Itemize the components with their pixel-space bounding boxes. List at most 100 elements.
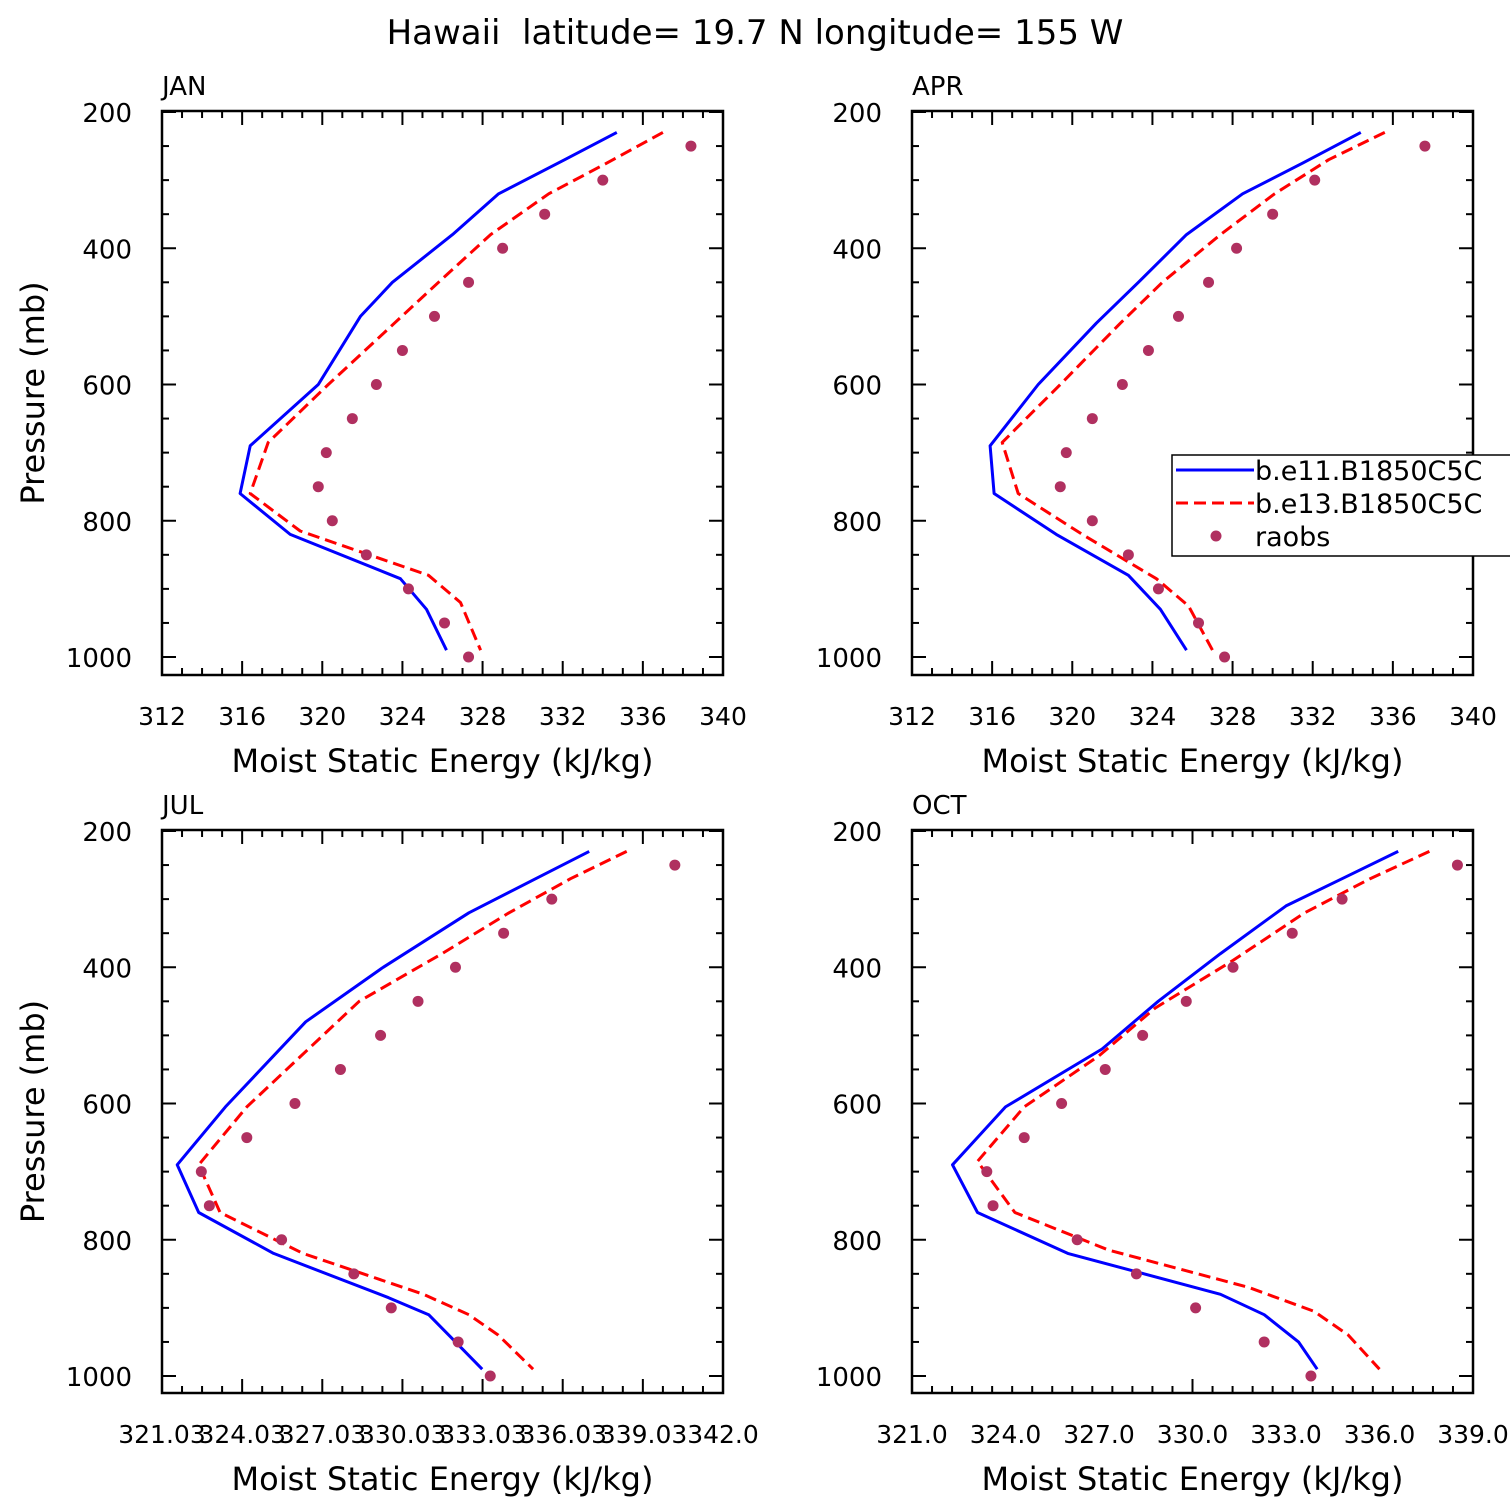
raobs-point xyxy=(449,961,461,973)
raobs-point xyxy=(1142,344,1154,356)
raobs-point xyxy=(1451,859,1463,871)
y-tick-label: 600 xyxy=(82,1091,132,1121)
raobs-point xyxy=(326,515,338,527)
y-tick-label: 200 xyxy=(832,818,882,848)
x-tick-label: 332 xyxy=(539,702,587,731)
raobs-point xyxy=(1086,515,1098,527)
raobs-point xyxy=(1219,651,1231,663)
raobs-point xyxy=(498,927,510,939)
y-tick-label: 600 xyxy=(82,372,132,402)
y-tick-label: 1000 xyxy=(66,1363,132,1393)
raobs-point xyxy=(402,583,414,595)
raobs-point xyxy=(439,617,451,629)
x-tick-label: 339.03 xyxy=(600,1420,687,1449)
panel-title: JAN xyxy=(160,72,206,102)
x-tick-label: 332 xyxy=(1289,702,1337,731)
y-tick-label: 800 xyxy=(832,1227,882,1257)
raobs-point xyxy=(1056,1098,1068,1109)
y-tick-label: 1000 xyxy=(816,1363,882,1393)
raobs-point xyxy=(375,1029,387,1041)
raobs-point xyxy=(1172,310,1184,322)
raobs-point xyxy=(396,344,408,356)
plot-frame xyxy=(910,109,1475,677)
raobs-point xyxy=(276,1234,288,1246)
series-line-b-e11-b1850c5c xyxy=(951,850,1399,1371)
y-tick-label: 200 xyxy=(82,99,132,129)
x-axis-label: Moist Static Energy (kJ/kg) xyxy=(982,742,1404,780)
raobs-point xyxy=(1190,1302,1202,1314)
raobs-point xyxy=(1309,174,1321,186)
x-tick-label: 340 xyxy=(699,702,747,731)
x-tick-label: 312 xyxy=(138,702,186,731)
legend-label: b.e13.B1850C5C xyxy=(1255,489,1482,520)
x-tick-label: 339.0 xyxy=(1437,1420,1509,1449)
raobs-point xyxy=(1060,447,1072,459)
raobs-point xyxy=(1130,1268,1142,1280)
series-line-b-e11-b1850c5c xyxy=(175,850,590,1371)
x-axis-label: Moist Static Energy (kJ/kg) xyxy=(982,1460,1404,1498)
y-tick-label: 1000 xyxy=(816,644,882,674)
raobs-point xyxy=(1193,617,1205,629)
raobs-point xyxy=(1286,927,1298,939)
y-tick-label: 200 xyxy=(832,99,882,129)
series-line-b-e13-b1850c5c xyxy=(197,850,628,1371)
plot-frame xyxy=(160,109,725,677)
raobs-point xyxy=(463,651,475,663)
x-tick-label: 333.0 xyxy=(1250,1420,1322,1449)
series-line-b-e11-b1850c5c xyxy=(238,131,618,651)
raobs-point xyxy=(1137,1029,1149,1041)
raobs-point xyxy=(195,1166,207,1178)
raobs-point xyxy=(1305,1370,1317,1382)
raobs-point xyxy=(289,1098,301,1109)
x-tick-label: 312 xyxy=(888,702,936,731)
raobs-point xyxy=(334,1063,346,1075)
x-tick-label: 320 xyxy=(298,702,346,731)
panel-oct: OCT 200 400 600 800 1000 321.0 324.0 327.0 330.0 3… xyxy=(816,791,1509,1498)
y-axis-label: Pressure (mb) xyxy=(14,1000,52,1223)
x-tick-label: 320 xyxy=(1048,702,1096,731)
raobs-point xyxy=(370,379,382,390)
y-tick-label: 400 xyxy=(832,954,882,984)
x-tick-label: 330.03 xyxy=(359,1420,446,1449)
y-tick-label: 400 xyxy=(82,235,132,265)
y-tick-label: 600 xyxy=(832,1091,882,1121)
x-tick-label: 330.0 xyxy=(1157,1420,1229,1449)
raobs-point xyxy=(1071,1234,1083,1246)
raobs-point xyxy=(312,481,324,493)
legend-label: b.e11.B1850C5C xyxy=(1255,456,1482,487)
series-line-b-e13-b1850c5c xyxy=(1000,131,1386,651)
raobs-point xyxy=(360,549,372,561)
x-tick-label: 342.0 xyxy=(687,1420,759,1449)
y-tick-label: 800 xyxy=(832,508,882,538)
raobs-point xyxy=(1152,583,1164,595)
raobs-point xyxy=(484,1370,496,1382)
legend-marker xyxy=(1210,530,1222,542)
raobs-point xyxy=(1419,140,1431,152)
x-tick-label: 321.0 xyxy=(876,1420,948,1449)
x-tick-label: 316 xyxy=(218,702,266,731)
x-tick-label: 336 xyxy=(1369,702,1417,731)
raobs-point xyxy=(412,995,424,1007)
raobs-point xyxy=(348,1268,360,1280)
x-tick-label: 324 xyxy=(1129,702,1177,731)
x-tick-label: 336 xyxy=(619,702,667,731)
x-tick-label: 336.0 xyxy=(1344,1420,1416,1449)
y-tick-label: 200 xyxy=(82,818,132,848)
y-tick-label: 1000 xyxy=(66,644,132,674)
panel-title: OCT xyxy=(912,791,967,821)
x-tick-label: 333.03 xyxy=(439,1420,526,1449)
x-axis-label: Moist Static Energy (kJ/kg) xyxy=(232,742,654,780)
x-axis-label: Moist Static Energy (kJ/kg) xyxy=(232,1460,654,1498)
x-tick-label: 324.03 xyxy=(199,1420,286,1449)
raobs-point xyxy=(1180,995,1192,1007)
raobs-point xyxy=(1267,208,1279,220)
raobs-point xyxy=(1116,379,1128,390)
raobs-point xyxy=(452,1336,464,1348)
raobs-point xyxy=(669,859,681,871)
series-line-b-e13-b1850c5c xyxy=(976,850,1431,1371)
legend-box xyxy=(1171,454,1510,557)
